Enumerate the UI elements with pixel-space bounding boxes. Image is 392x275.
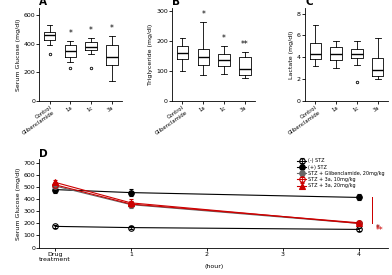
Text: *: * [376,224,380,233]
Y-axis label: Serum Glucose (mg/dl): Serum Glucose (mg/dl) [16,18,20,91]
Text: *: * [376,224,380,233]
X-axis label: (hour): (hour) [204,264,223,269]
Text: C: C [305,0,313,7]
Text: B: B [172,0,180,7]
Y-axis label: Triglyceride (mg/dl): Triglyceride (mg/dl) [149,24,153,85]
Legend: (-) STZ, (+) STZ, STZ + Glibenclamide, 20mg/kg, STZ + 3a, 10mg/kg, STZ + 3a, 20m: (-) STZ, (+) STZ, STZ + Glibenclamide, 2… [296,158,386,189]
Text: **: ** [241,40,249,49]
Text: **: ** [376,226,384,235]
Y-axis label: Serum Glucose (mg/dl): Serum Glucose (mg/dl) [16,167,20,240]
Text: *: * [89,26,93,35]
Y-axis label: Lactate (mg/dl): Lactate (mg/dl) [289,30,294,79]
Text: *: * [201,10,205,19]
Text: A: A [39,0,47,7]
Text: *: * [69,29,72,38]
Text: D: D [39,149,48,159]
Text: *: * [222,34,226,43]
Text: *: * [110,24,114,33]
